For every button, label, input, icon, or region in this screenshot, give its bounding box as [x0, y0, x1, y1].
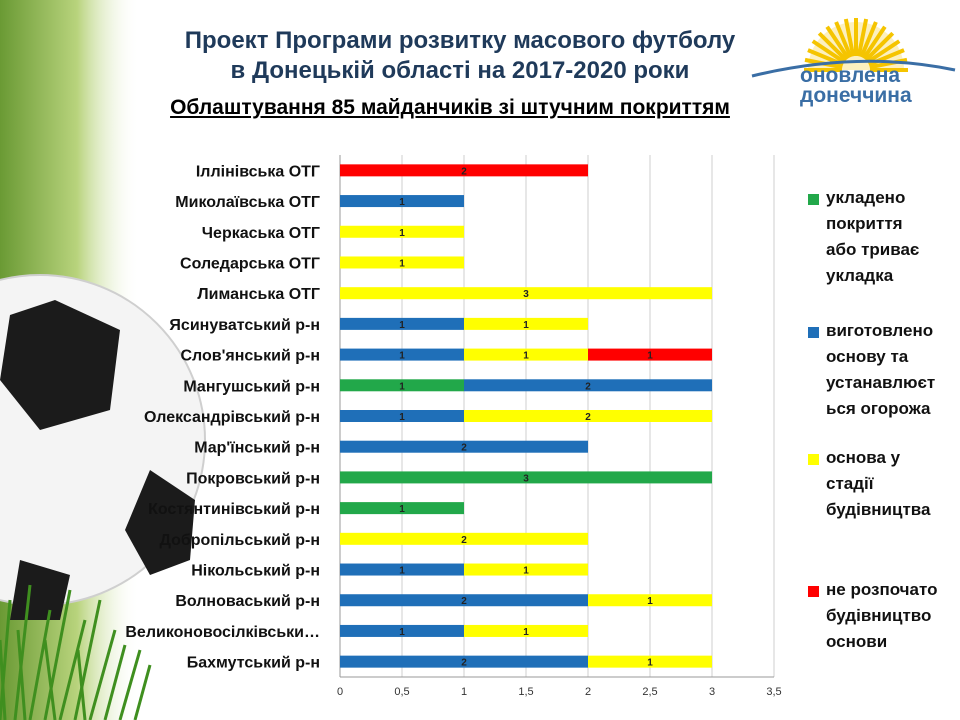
- logo-line-1: оновлена: [800, 64, 901, 87]
- data-label: 1: [399, 258, 405, 269]
- data-label: 2: [461, 535, 467, 546]
- x-tick-label: 1: [461, 686, 467, 698]
- legend-swatch: [808, 194, 819, 205]
- category-label: Миколаївська ОТГ: [175, 194, 320, 211]
- data-label: 1: [399, 228, 405, 239]
- legend-swatch: [808, 586, 819, 597]
- bar-segment: [340, 256, 464, 269]
- bar-segment: [464, 348, 588, 361]
- data-label: 1: [523, 627, 529, 638]
- category-label: Бахмутський р-н: [187, 655, 320, 672]
- logo-sun-icon: [804, 18, 908, 72]
- category-label: Лиманська ОТГ: [197, 286, 320, 303]
- bar-segment: [464, 563, 588, 576]
- x-tick-label: 3,5: [766, 686, 781, 698]
- bar-segment: [464, 410, 712, 422]
- legend-label: укладено покриття або триває укладка: [826, 188, 920, 285]
- category-label: Великоновосілківськи…: [125, 624, 320, 641]
- x-tick-label: 2,5: [642, 686, 657, 698]
- bar-segment: [340, 532, 588, 545]
- bar-segment: [340, 348, 464, 361]
- title-line-1: Проект Програми розвитку масового футбол…: [184, 27, 736, 54]
- data-label: 1: [647, 351, 653, 362]
- x-tick-label: 0: [337, 686, 343, 698]
- title-line-2: в Донецькій області на 2017-2020 роки: [230, 57, 690, 84]
- bar-segment: [464, 317, 588, 330]
- data-label: 1: [523, 351, 529, 362]
- data-label: 1: [399, 320, 405, 331]
- x-tick-label: 2: [585, 686, 591, 698]
- data-label: 2: [461, 166, 467, 177]
- category-label: Костянтинівський р-н: [148, 501, 320, 518]
- legend-label: основа у стадії будівництва: [826, 448, 931, 519]
- data-label: 1: [399, 351, 405, 362]
- category-label: Олександрівський р-н: [144, 409, 320, 426]
- data-label: 3: [523, 473, 529, 484]
- data-label: 2: [461, 658, 467, 669]
- x-tick-label: 3: [709, 686, 715, 698]
- data-label: 1: [399, 412, 405, 423]
- data-label: 3: [523, 289, 529, 300]
- bar-segment: [340, 471, 712, 484]
- data-label: 1: [523, 566, 529, 577]
- category-label: Іллінівська ОТГ: [196, 163, 320, 180]
- bar-segment: [340, 225, 464, 238]
- bar-segment: [340, 410, 464, 422]
- data-label: 1: [647, 596, 653, 607]
- football-icon: [0, 274, 206, 620]
- legend-label: виготовлено основу та устанавлюєт ься ог…: [826, 321, 936, 418]
- data-label: 1: [523, 320, 529, 331]
- bar-segment: [340, 317, 464, 330]
- category-label: Соледарська ОТГ: [180, 255, 320, 272]
- bar-segment: [464, 379, 712, 392]
- category-label: Черкаська ОТГ: [202, 225, 320, 242]
- data-label: 1: [399, 504, 405, 515]
- bar-segment: [340, 164, 588, 177]
- bar-segment: [340, 195, 464, 208]
- bar-segment: [340, 287, 712, 300]
- bar-segment: [340, 379, 464, 392]
- data-label: 2: [585, 412, 591, 423]
- data-label: 2: [461, 443, 467, 454]
- data-label: 1: [399, 197, 405, 208]
- x-tick-label: 1,5: [518, 686, 533, 698]
- bar-segment: [340, 563, 464, 576]
- category-label: Слов'янський р-н: [180, 348, 320, 365]
- bar-segment: [588, 594, 712, 607]
- data-label: 2: [461, 596, 467, 607]
- category-label: Мангушський р-н: [183, 378, 320, 395]
- legend-swatch: [808, 327, 819, 338]
- category-label: Мар'їнський р-н: [194, 440, 320, 457]
- data-label: 1: [399, 566, 405, 577]
- bar-segment: [464, 624, 588, 637]
- logo: оновлена донеччина: [800, 64, 960, 107]
- bar-segment: [340, 655, 588, 668]
- bar-segment: [588, 348, 712, 361]
- category-label: Добропільський р-н: [159, 532, 320, 549]
- bar-segment: [588, 655, 712, 668]
- bar-segment: [340, 502, 464, 515]
- category-label: Нікольський р-н: [191, 563, 320, 580]
- legend-swatch: [808, 454, 819, 465]
- category-label: Волноваський р-н: [175, 593, 320, 610]
- bar-segment: [340, 440, 588, 453]
- category-label: Ясинуватський р-н: [169, 317, 320, 334]
- data-label: 1: [399, 381, 405, 392]
- bar-segment: [340, 594, 588, 607]
- grass-icon: [0, 584, 152, 720]
- data-label: 1: [647, 658, 653, 669]
- x-tick-label: 0,5: [394, 686, 409, 698]
- chart-subtitle: Облаштування 85 майданчиків зі штучним п…: [170, 96, 730, 119]
- bar-segment: [340, 624, 464, 637]
- logo-line-2: донеччина: [800, 84, 912, 107]
- legend-label: не розпочато будівництво основи: [826, 580, 938, 651]
- category-label: Покровський р-н: [186, 470, 320, 487]
- data-label: 1: [399, 627, 405, 638]
- data-label: 2: [585, 381, 591, 392]
